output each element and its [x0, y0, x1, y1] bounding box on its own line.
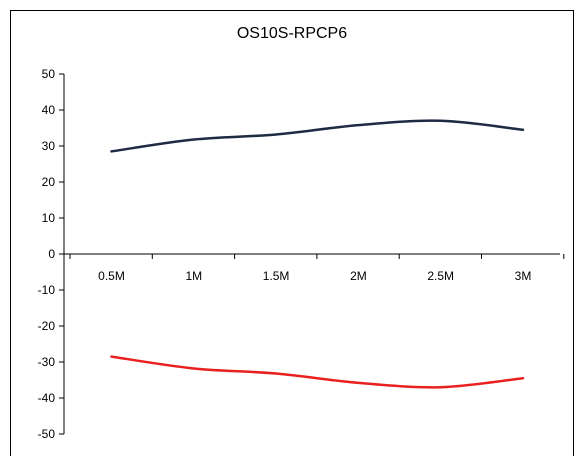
x-tick-label: 1M: [185, 269, 202, 283]
x-tick-label: 2M: [350, 269, 367, 283]
chart-title: OS10S-RPCP6: [237, 25, 347, 42]
x-tick-label: 0.5M: [98, 269, 125, 283]
axes: 50 40 30 20 10 0 -10 -20 -30 -40 -50 0.5M 1M 1.5M 2M 2.…: [38, 67, 565, 441]
y-tick-label: -20: [38, 319, 56, 333]
y-tick-label: 0: [48, 247, 55, 261]
x-tick-label: 2.5M: [427, 269, 454, 283]
y-tick-label: 20: [42, 175, 56, 189]
series-layer: [110, 119, 525, 389]
x-tick-label: 3M: [515, 269, 532, 283]
y-tick-label: -30: [38, 355, 56, 369]
y-tick-label: -50: [38, 427, 56, 441]
series-line-1: [110, 119, 525, 153]
y-tick-label: -40: [38, 391, 56, 405]
y-tick-label: 50: [42, 67, 56, 81]
y-tick-label: -10: [38, 283, 56, 297]
series-line-2: [110, 355, 525, 389]
y-tick-label: 10: [42, 211, 56, 225]
y-tick-label: 40: [42, 103, 56, 117]
chart-frame: [10, 10, 574, 456]
x-tick-label: 1.5M: [263, 269, 290, 283]
y-tick-label: 30: [42, 139, 56, 153]
